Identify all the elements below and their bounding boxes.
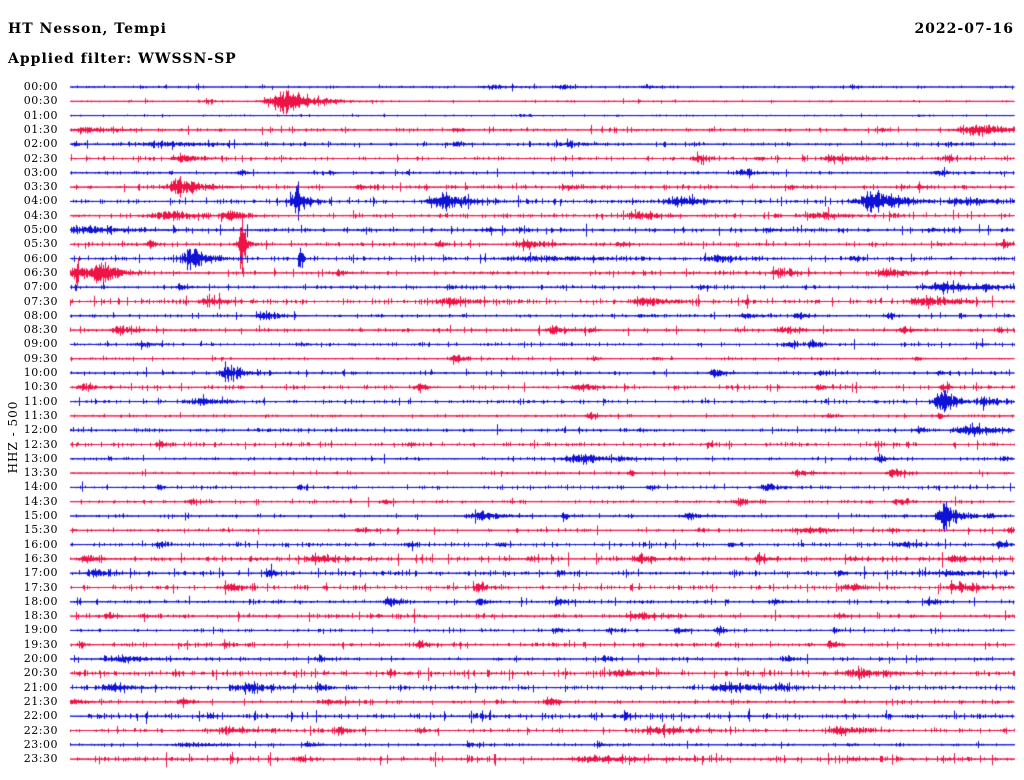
seismogram-traces-canvas bbox=[0, 0, 1024, 780]
helicorder-page: HT Nesson, Tempi 2022-07-16 Applied filt… bbox=[0, 0, 1024, 780]
